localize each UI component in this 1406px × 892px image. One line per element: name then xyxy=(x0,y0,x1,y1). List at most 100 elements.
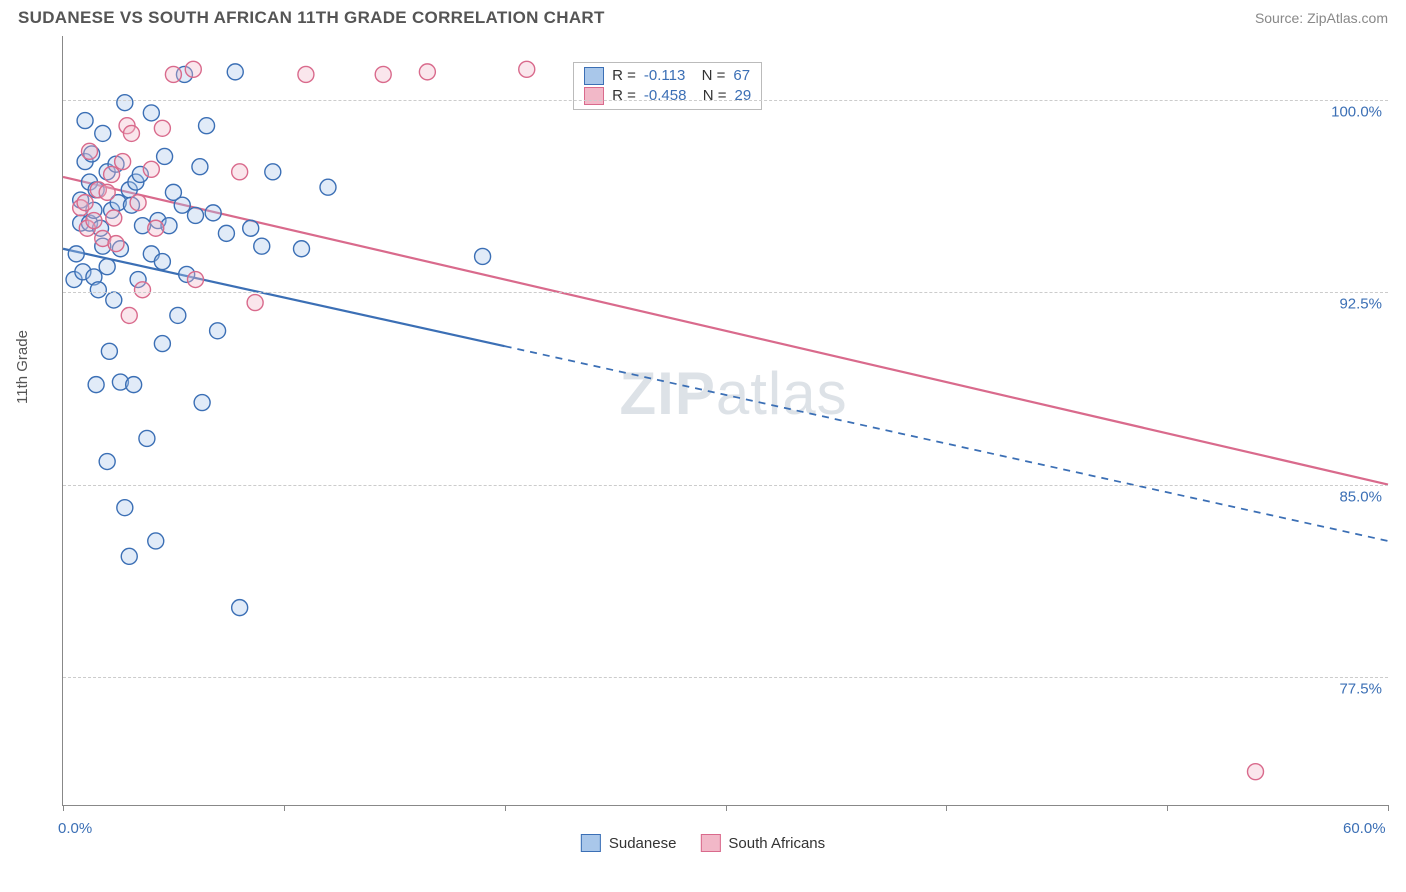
scatter-point-sudanese xyxy=(227,64,243,80)
scatter-point-south-africans xyxy=(121,307,137,323)
swatch-south-africans xyxy=(700,834,720,852)
scatter-point-sudanese xyxy=(194,395,210,411)
scatter-point-sudanese xyxy=(188,207,204,223)
scatter-point-sudanese xyxy=(101,343,117,359)
scatter-point-sudanese xyxy=(157,148,173,164)
scatter-point-south-africans xyxy=(188,272,204,288)
scatter-point-sudanese xyxy=(174,197,190,213)
legend-r-value-south-africans: -0.458 xyxy=(644,87,687,104)
scatter-point-sudanese xyxy=(90,282,106,298)
legend-r-value-sudanese: -0.113 xyxy=(644,67,685,84)
scatter-point-south-africans xyxy=(143,161,159,177)
scatter-point-south-africans xyxy=(232,164,248,180)
scatter-point-south-africans xyxy=(185,61,201,77)
plot-area: ZIPatlas R = -0.113 N = 67 R = -0.458 N … xyxy=(62,36,1388,806)
legend-item-south-africans: South Africans xyxy=(700,834,825,852)
scatter-point-south-africans xyxy=(165,66,181,82)
legend-n-label: N = xyxy=(694,87,726,104)
scatter-point-sudanese xyxy=(170,307,186,323)
scatter-point-south-africans xyxy=(154,120,170,136)
x-tick xyxy=(284,805,285,811)
swatch-sudanese xyxy=(584,67,604,85)
scatter-point-sudanese xyxy=(254,238,270,254)
scatter-point-south-africans xyxy=(247,295,263,311)
scatter-point-south-africans xyxy=(148,220,164,236)
legend-n-value-sudanese: 67 xyxy=(733,67,750,84)
x-axis-min-label: 0.0% xyxy=(58,820,92,837)
x-tick xyxy=(63,805,64,811)
scatter-point-sudanese xyxy=(294,241,310,257)
y-tick-label: 92.5% xyxy=(1339,296,1382,313)
chart-title: SUDANESE VS SOUTH AFRICAN 11TH GRADE COR… xyxy=(18,8,605,28)
legend-n-value-south-africans: 29 xyxy=(735,87,752,104)
x-tick xyxy=(1388,805,1389,811)
scatter-point-sudanese xyxy=(154,254,170,270)
scatter-point-south-africans xyxy=(115,154,131,170)
y-axis-label: 11th Grade xyxy=(14,330,31,404)
scatter-point-sudanese xyxy=(192,159,208,175)
source-label: Source: ZipAtlas.com xyxy=(1255,10,1388,26)
scatter-point-sudanese xyxy=(121,548,137,564)
y-tick-label: 100.0% xyxy=(1331,104,1382,121)
swatch-sudanese xyxy=(581,834,601,852)
correlation-legend: R = -0.113 N = 67 R = -0.458 N = 29 xyxy=(573,62,762,110)
scatter-point-sudanese xyxy=(143,105,159,121)
gridline xyxy=(63,100,1388,101)
scatter-points-layer xyxy=(63,36,1388,805)
scatter-point-sudanese xyxy=(218,225,234,241)
scatter-point-sudanese xyxy=(475,248,491,264)
x-tick xyxy=(946,805,947,811)
legend-label-south-africans: South Africans xyxy=(728,835,825,852)
scatter-point-sudanese xyxy=(243,220,259,236)
y-tick-label: 77.5% xyxy=(1339,680,1382,697)
scatter-point-sudanese xyxy=(77,113,93,129)
scatter-point-sudanese xyxy=(210,323,226,339)
scatter-point-sudanese xyxy=(265,164,281,180)
x-tick xyxy=(505,805,506,811)
scatter-point-sudanese xyxy=(126,377,142,393)
swatch-south-africans xyxy=(584,87,604,105)
x-tick xyxy=(1167,805,1168,811)
scatter-point-south-africans xyxy=(104,166,120,182)
legend-r-label: R = xyxy=(612,67,636,84)
legend-r-label: R = xyxy=(612,87,636,104)
scatter-point-south-africans xyxy=(123,125,139,141)
scatter-point-sudanese xyxy=(139,430,155,446)
scatter-point-sudanese xyxy=(99,259,115,275)
scatter-point-south-africans xyxy=(130,195,146,211)
scatter-point-south-africans xyxy=(519,61,535,77)
scatter-point-sudanese xyxy=(106,292,122,308)
gridline xyxy=(63,677,1388,678)
gridline xyxy=(63,292,1388,293)
scatter-point-south-africans xyxy=(108,236,124,252)
scatter-point-south-africans xyxy=(82,143,98,159)
scatter-point-sudanese xyxy=(68,246,84,262)
scatter-point-south-africans xyxy=(99,184,115,200)
scatter-point-south-africans xyxy=(419,64,435,80)
scatter-point-sudanese xyxy=(148,533,164,549)
series-legend: Sudanese South Africans xyxy=(581,834,825,852)
x-tick xyxy=(726,805,727,811)
scatter-point-sudanese xyxy=(205,205,221,221)
scatter-point-south-africans xyxy=(86,213,102,229)
scatter-point-sudanese xyxy=(320,179,336,195)
legend-row-sudanese: R = -0.113 N = 67 xyxy=(584,67,751,85)
scatter-point-south-africans xyxy=(106,210,122,226)
scatter-point-sudanese xyxy=(88,377,104,393)
legend-n-label: N = xyxy=(693,67,725,84)
gridline xyxy=(63,485,1388,486)
chart-container: 11th Grade ZIPatlas R = -0.113 N = 67 R … xyxy=(18,36,1388,852)
scatter-point-south-africans xyxy=(375,66,391,82)
scatter-point-sudanese xyxy=(95,125,111,141)
legend-item-sudanese: Sudanese xyxy=(581,834,677,852)
x-axis-max-label: 60.0% xyxy=(1343,820,1386,837)
scatter-point-south-africans xyxy=(298,66,314,82)
scatter-point-sudanese xyxy=(99,454,115,470)
scatter-point-sudanese xyxy=(117,500,133,516)
scatter-point-south-africans xyxy=(1248,764,1264,780)
scatter-point-sudanese xyxy=(117,95,133,111)
scatter-point-sudanese xyxy=(232,600,248,616)
scatter-point-south-africans xyxy=(135,282,151,298)
y-tick-label: 85.0% xyxy=(1339,488,1382,505)
scatter-point-south-africans xyxy=(77,195,93,211)
